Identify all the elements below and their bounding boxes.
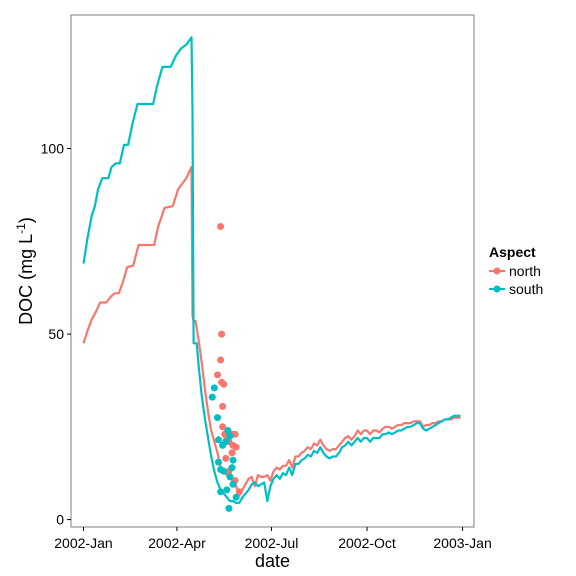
data-point-north (220, 380, 228, 388)
data-point-north (219, 402, 227, 410)
data-point-north (232, 443, 240, 451)
data-point-south (229, 456, 237, 464)
data-point-south (215, 458, 222, 466)
y-axis-title: DOC (mg L-1) (14, 217, 36, 325)
data-point-south (224, 427, 232, 434)
legend-key-north-point (493, 267, 501, 275)
plot-panel (70, 14, 475, 528)
y-axis-title-main: DOC (mg L (16, 234, 36, 325)
legend-label-south: south (509, 281, 543, 297)
data-point-north (219, 423, 227, 431)
data-point-south (214, 414, 221, 422)
data-point-south (215, 436, 222, 444)
data-point-north (228, 449, 236, 457)
data-point-north (218, 330, 226, 338)
data-point-south (232, 493, 240, 501)
data-point-south (210, 384, 218, 392)
x-tick-label: 2003-Jan (433, 535, 491, 551)
legend: Aspect north south (489, 244, 543, 297)
data-point-north (217, 356, 225, 364)
y-axis-title-close: ) (16, 217, 36, 223)
legend-entry-north: north (489, 263, 541, 279)
data-point-south (226, 473, 234, 481)
series-line-north (82, 166, 461, 497)
data-point-south (217, 488, 225, 496)
x-axis-title: date (255, 551, 290, 571)
x-tick-label: 2002-Jul (245, 535, 299, 551)
y-tick-label: 50 (48, 326, 64, 342)
y-axis-title-superscript: -1 (14, 223, 28, 234)
data-point-south (220, 467, 228, 475)
legend-label-north: north (509, 263, 541, 279)
data-point-north (235, 488, 243, 496)
legend-key-south-point (493, 285, 501, 293)
legend-title: Aspect (489, 244, 536, 260)
data-point-south (229, 480, 237, 488)
x-tick-label: 2002-Oct (338, 535, 396, 551)
data-point-south (226, 432, 234, 440)
data-point-south (228, 464, 236, 472)
series-layer (82, 36, 461, 512)
data-point-north (214, 371, 221, 379)
y-tick-label: 0 (56, 512, 64, 528)
x-tick-label: 2002-Apr (148, 535, 206, 551)
x-axis: 2002-Jan 2002-Apr 2002-Jul 2002-Oct 2003-Jan (54, 527, 492, 551)
y-axis: 0 50 100 (41, 141, 71, 528)
y-tick-label: 100 (41, 141, 65, 157)
data-point-north (222, 454, 230, 462)
data-point-south (222, 438, 230, 446)
data-point-south (225, 504, 233, 512)
series-line-south (82, 36, 461, 504)
data-point-north (217, 223, 225, 230)
data-point-south (223, 486, 231, 494)
data-point-south (208, 393, 216, 401)
legend-entry-south: south (489, 281, 543, 297)
x-tick-label: 2002-Jan (54, 535, 112, 551)
